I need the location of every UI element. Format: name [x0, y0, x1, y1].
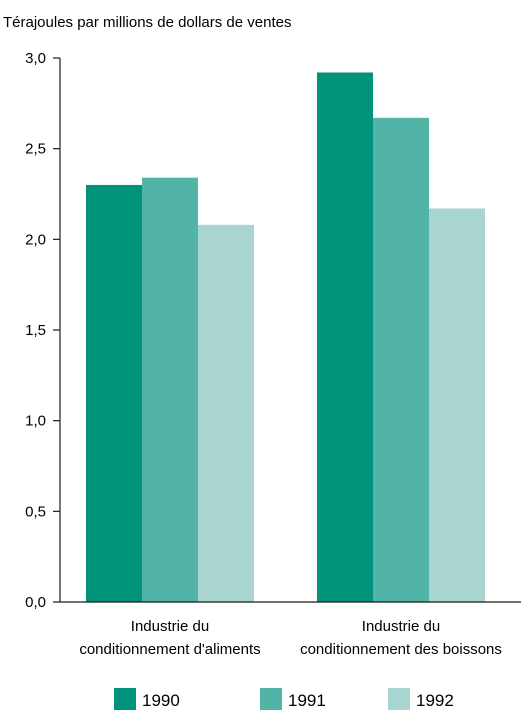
category-label-line: conditionnement des boissons	[300, 641, 502, 658]
bar-1990-category-2	[317, 72, 373, 603]
legend-swatch-1990	[114, 688, 136, 710]
category-label-line: Industrie du	[362, 618, 440, 635]
y-tick-label: 2,0	[25, 231, 46, 248]
category-label-line: Industrie du	[131, 618, 209, 635]
legend-label-1992: 1992	[416, 691, 454, 710]
bar-1990-category-1	[86, 184, 142, 602]
y-tick-label: 0,0	[25, 594, 46, 611]
y-tick-label: 1,5	[25, 322, 46, 339]
bar-1991-category-1	[142, 177, 198, 602]
y-tick-label: 0,5	[25, 503, 46, 520]
legend: 1990 1991 1992	[114, 688, 454, 710]
legend-label-1991: 1991	[288, 691, 326, 710]
y-axis-label: Térajoules par millions de dollars de ve…	[3, 14, 291, 31]
bars	[86, 72, 485, 603]
bar-1992-category-2	[429, 208, 485, 603]
legend-swatch-1992	[388, 688, 410, 710]
y-tick-label: 3,0	[25, 50, 46, 67]
x-axis-categories: Industrie du conditionnement d'aliments In…	[79, 618, 502, 658]
bar-1991-category-2	[373, 117, 429, 602]
legend-label-1990: 1990	[142, 691, 180, 710]
bar-1992-category-1	[198, 224, 254, 602]
y-tick-label: 1,0	[25, 413, 46, 430]
y-tick-label: 2,5	[25, 141, 46, 158]
legend-swatch-1991	[260, 688, 282, 710]
category-label-line: conditionnement d'aliments	[79, 641, 260, 658]
y-axis: 0,0 0,5 1,0 1,5 2,0 2,5 3,0	[25, 50, 60, 611]
